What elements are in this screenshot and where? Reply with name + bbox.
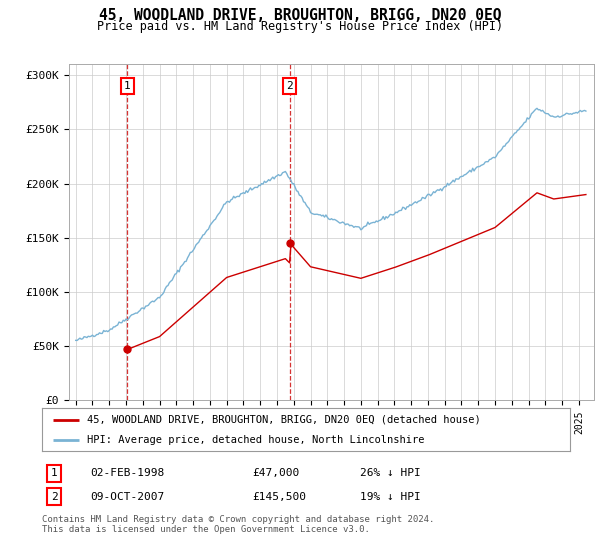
Text: Contains HM Land Registry data © Crown copyright and database right 2024.: Contains HM Land Registry data © Crown c… xyxy=(42,515,434,524)
Text: This data is licensed under the Open Government Licence v3.0.: This data is licensed under the Open Gov… xyxy=(42,525,370,534)
Text: £145,500: £145,500 xyxy=(252,492,306,502)
Text: 1: 1 xyxy=(124,81,131,91)
Text: 1: 1 xyxy=(50,468,58,478)
Text: £47,000: £47,000 xyxy=(252,468,299,478)
Text: HPI: Average price, detached house, North Lincolnshire: HPI: Average price, detached house, Nort… xyxy=(87,435,424,445)
Text: Price paid vs. HM Land Registry's House Price Index (HPI): Price paid vs. HM Land Registry's House … xyxy=(97,20,503,32)
Text: 02-FEB-1998: 02-FEB-1998 xyxy=(90,468,164,478)
Text: 2: 2 xyxy=(50,492,58,502)
Text: 09-OCT-2007: 09-OCT-2007 xyxy=(90,492,164,502)
Text: 19% ↓ HPI: 19% ↓ HPI xyxy=(360,492,421,502)
Text: 2: 2 xyxy=(286,81,293,91)
Text: 45, WOODLAND DRIVE, BROUGHTON, BRIGG, DN20 0EQ (detached house): 45, WOODLAND DRIVE, BROUGHTON, BRIGG, DN… xyxy=(87,415,481,424)
Text: 45, WOODLAND DRIVE, BROUGHTON, BRIGG, DN20 0EQ: 45, WOODLAND DRIVE, BROUGHTON, BRIGG, DN… xyxy=(99,8,501,24)
Text: 26% ↓ HPI: 26% ↓ HPI xyxy=(360,468,421,478)
